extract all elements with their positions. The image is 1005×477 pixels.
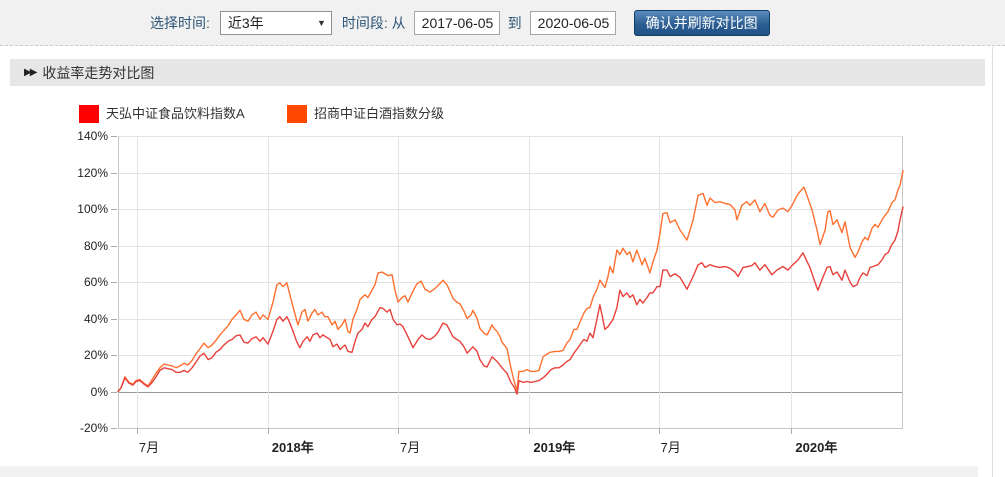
period-label: 时间段: 从 xyxy=(341,14,406,31)
x-axis-label: 7月 xyxy=(138,440,160,455)
time-range-select[interactable]: 近3年 ▼ xyxy=(219,10,332,35)
y-axis-label: 40% xyxy=(83,311,108,326)
y-axis-label: 60% xyxy=(83,275,108,289)
legend-swatch-orange xyxy=(287,105,307,123)
toolbar: 选择时间: 近3年 ▼ 时间段: 从 到 确认并刷新对比图 xyxy=(0,0,1005,46)
double-right-arrow-icon: ▶▶ xyxy=(24,67,37,78)
legend-item-fund-b: 招商中证白酒指数分级 xyxy=(287,105,444,123)
legend-label: 天弘中证食品饮料指数A xyxy=(106,106,245,121)
to-label: 到 xyxy=(507,14,522,31)
x-axis-label: 7月 xyxy=(660,440,681,455)
chevron-down-icon: ▼ xyxy=(316,17,326,28)
x-axis-label: 2019年 xyxy=(533,440,576,455)
y-axis-label: 140% xyxy=(77,129,108,143)
x-axis-label: 7月 xyxy=(400,440,421,455)
date-from-input[interactable] xyxy=(413,10,500,35)
series-line-1 xyxy=(117,206,904,395)
legend-item-fund-a: 天弘中证食品饮料指数A xyxy=(79,105,245,123)
date-to-input[interactable] xyxy=(529,10,616,35)
legend-swatch-red xyxy=(79,105,99,123)
refresh-compare-button[interactable]: 确认并刷新对比图 xyxy=(633,9,770,36)
page-bottom-strip xyxy=(0,466,978,477)
y-axis-label: 80% xyxy=(83,238,108,253)
legend-label: 招商中证白酒指数分级 xyxy=(314,106,445,121)
section-header: ▶▶ 收益率走势对比图 xyxy=(10,59,985,86)
time-select-label: 选择时间: xyxy=(150,14,210,31)
y-axis-label: 0% xyxy=(90,384,108,399)
y-axis-label: -20% xyxy=(79,421,108,435)
y-axis-label: 120% xyxy=(77,165,108,180)
content-right-border xyxy=(992,47,993,477)
x-axis-label: 2018年 xyxy=(271,440,314,455)
x-axis-label: 2020年 xyxy=(795,440,838,455)
y-axis-label: 20% xyxy=(83,348,108,362)
series-line-0 xyxy=(117,170,904,393)
y-axis-label: 100% xyxy=(77,202,108,216)
comparison-line-chart xyxy=(111,136,904,434)
section-title: 收益率走势对比图 xyxy=(42,64,155,81)
time-range-selected-value: 近3年 xyxy=(227,14,264,31)
